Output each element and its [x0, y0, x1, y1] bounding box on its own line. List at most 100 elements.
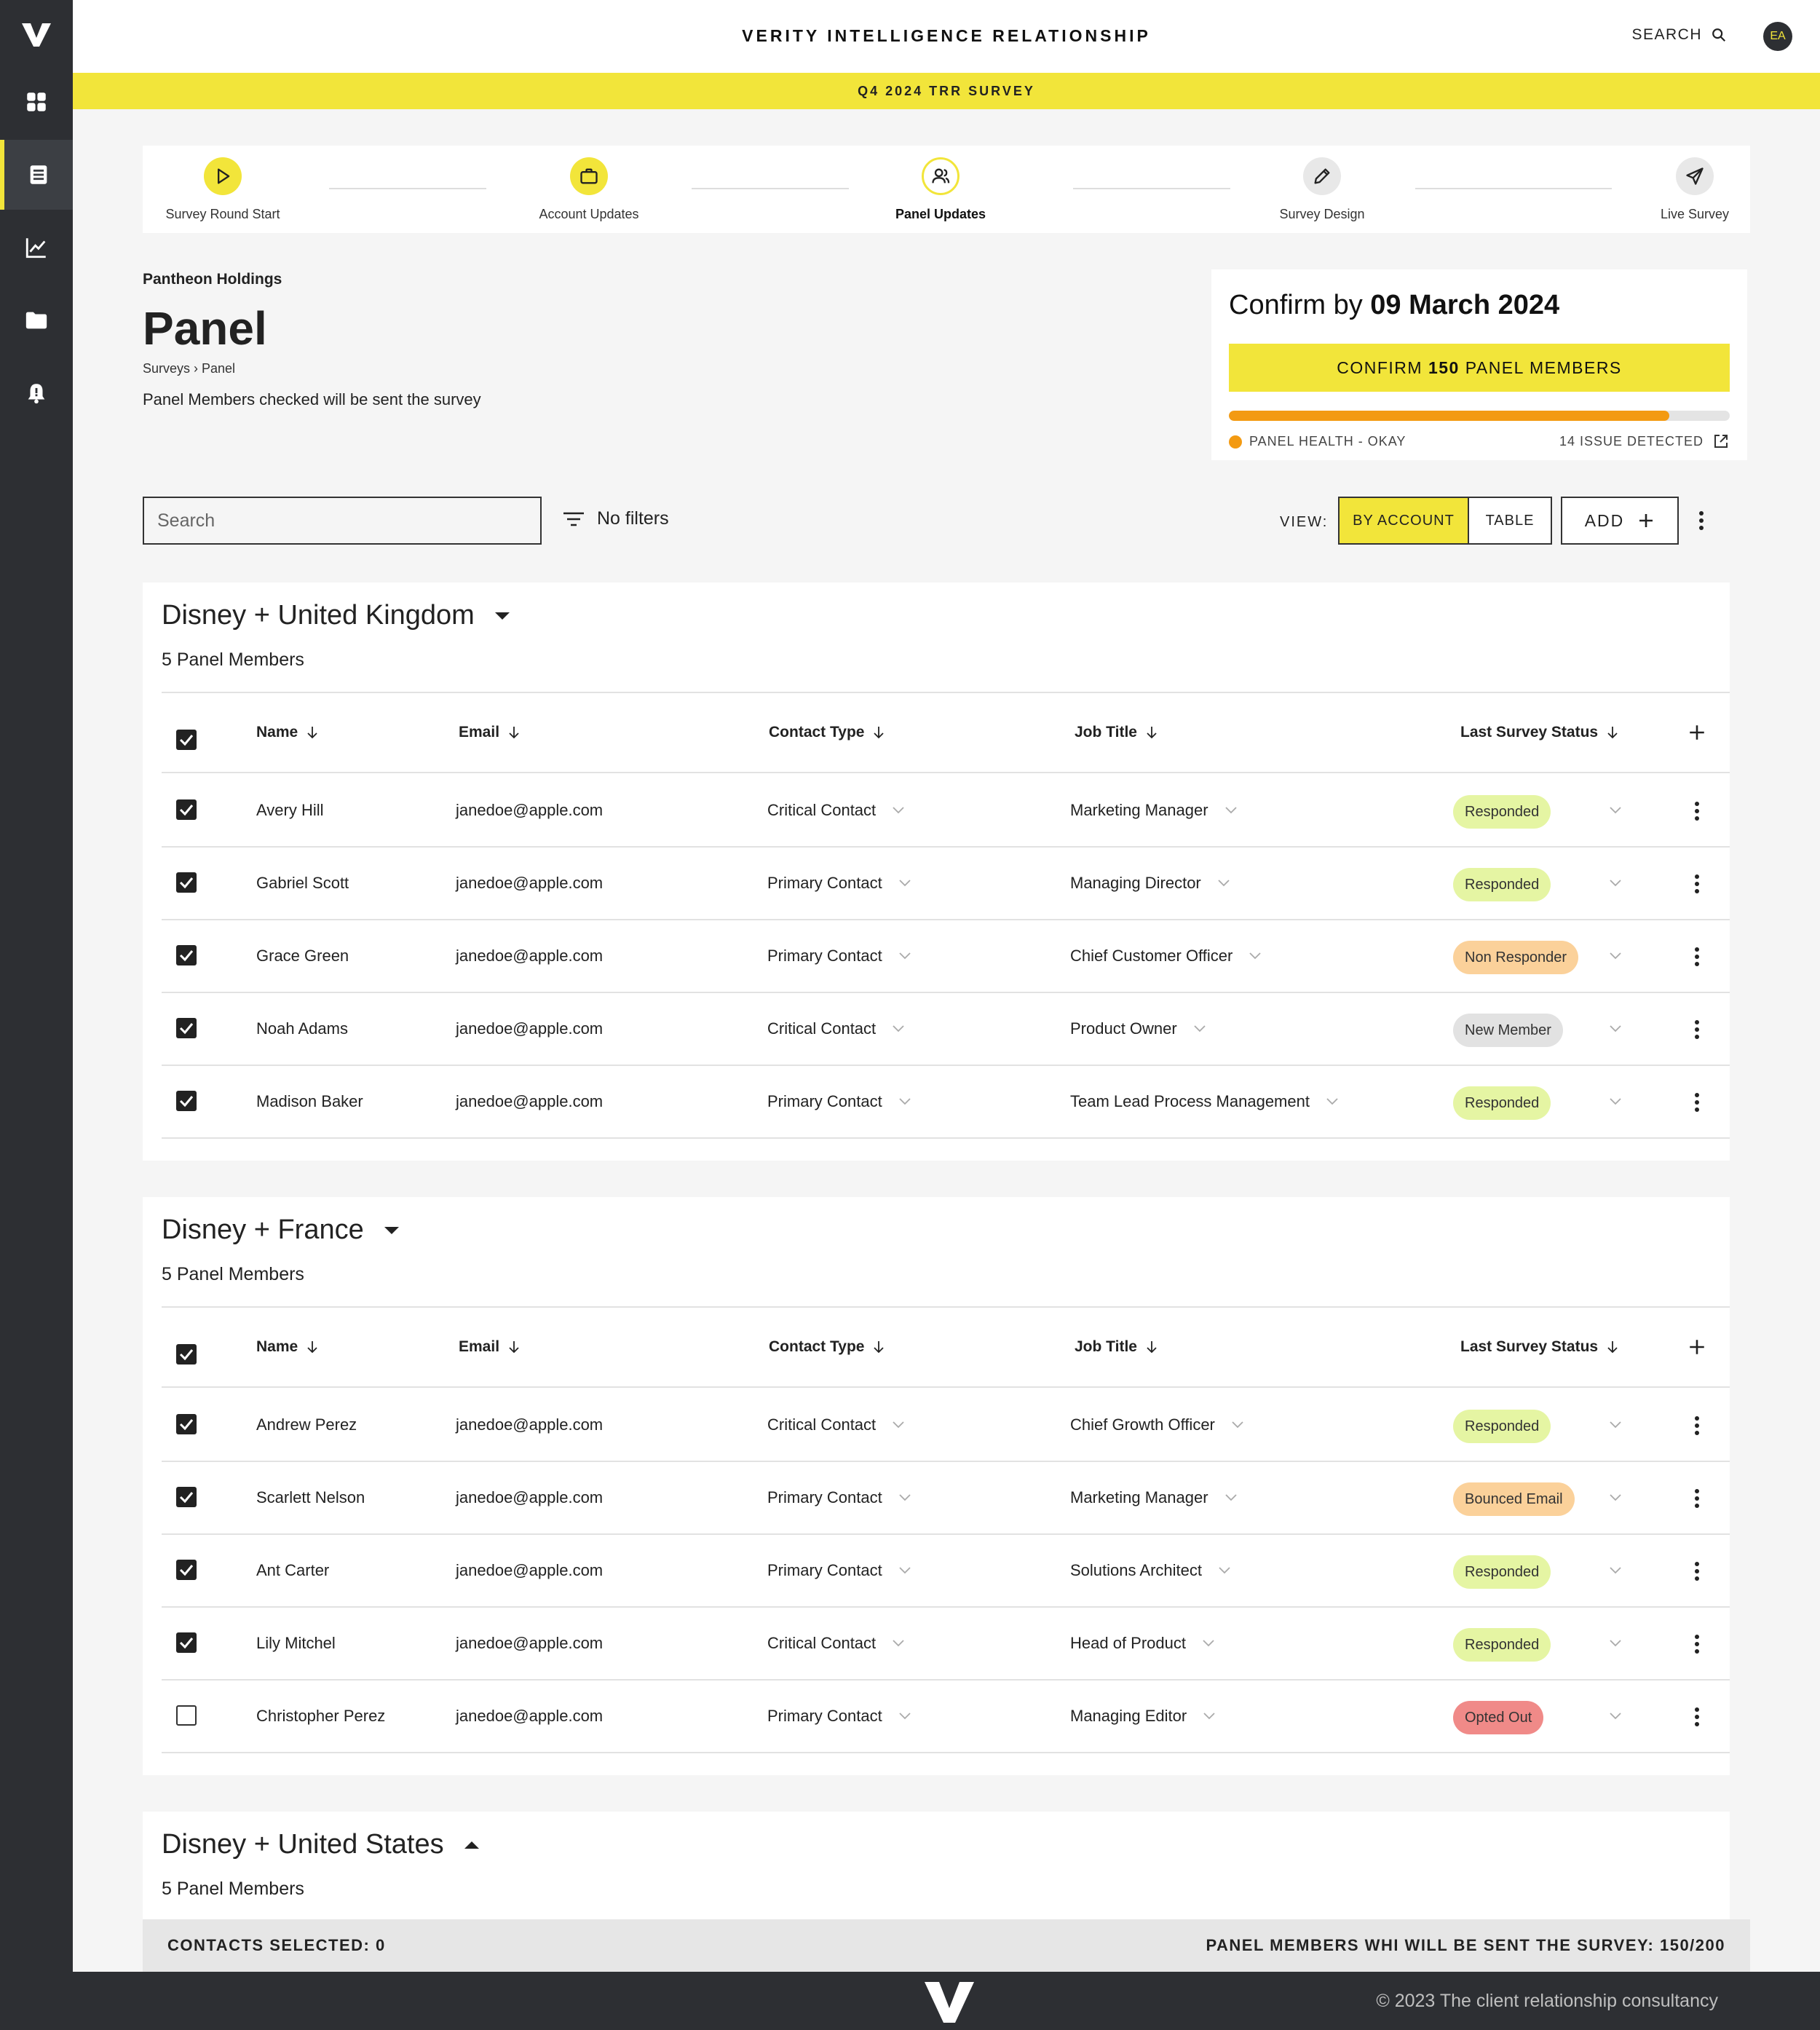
status-badge: Responded — [1453, 795, 1551, 829]
column-header-label: Contact Type — [769, 1338, 865, 1355]
add-column-button[interactable] — [1686, 1332, 1708, 1362]
row-checkbox[interactable] — [176, 1632, 197, 1653]
chevron-down-icon — [1232, 1421, 1243, 1429]
status-dropdown[interactable] — [1609, 1022, 1622, 1035]
sidebar-item-surveys[interactable] — [0, 140, 73, 210]
row-checkbox[interactable] — [176, 1487, 197, 1507]
row-actions-button[interactable] — [1686, 1484, 1708, 1513]
column-header[interactable]: Last Survey Status — [1460, 724, 1618, 741]
row-checkbox[interactable] — [176, 945, 197, 965]
job-title-select[interactable]: Managing Director — [1070, 874, 1230, 893]
status-dropdown[interactable] — [1609, 949, 1622, 963]
status-dropdown[interactable] — [1609, 804, 1622, 817]
column-header[interactable]: Email — [459, 724, 520, 741]
table-header: Name Email Contact Type Job Title Last Surve… — [162, 693, 1730, 773]
row-actions-button[interactable] — [1686, 942, 1708, 971]
select-all-checkbox[interactable] — [176, 1344, 197, 1364]
view-by-account-button[interactable]: BY ACCOUNT — [1338, 497, 1469, 545]
sidebar-item-files[interactable] — [0, 285, 73, 355]
column-header[interactable]: Contact Type — [769, 724, 885, 741]
more-vertical-icon — [1695, 947, 1699, 966]
contact-type-select[interactable]: Primary Contact — [767, 1092, 911, 1111]
status-dropdown[interactable] — [1609, 1418, 1622, 1431]
sidebar-item-notifications[interactable] — [0, 358, 73, 428]
job-title-select[interactable]: Marketing Manager — [1070, 801, 1238, 820]
select-all-checkbox[interactable] — [176, 730, 197, 750]
row-checkbox[interactable] — [176, 872, 197, 893]
contact-type-select[interactable]: Primary Contact — [767, 1707, 911, 1726]
filter-icon — [563, 512, 584, 526]
row-checkbox[interactable] — [176, 1091, 197, 1111]
row-actions-button[interactable] — [1686, 869, 1708, 899]
avatar[interactable]: EA — [1763, 22, 1792, 51]
status-dropdown[interactable] — [1609, 1491, 1622, 1504]
job-title-select[interactable]: Chief Customer Officer — [1070, 947, 1262, 965]
step-account-updates[interactable]: Account Updates — [509, 157, 669, 222]
contact-type-select[interactable]: Critical Contact — [767, 1634, 905, 1653]
step-live-survey[interactable]: Live Survey — [1615, 157, 1775, 222]
breadcrumb[interactable]: Surveys › Panel — [143, 361, 236, 376]
status-dropdown[interactable] — [1609, 1095, 1622, 1108]
step-survey-design[interactable]: Survey Design — [1242, 157, 1402, 222]
chevron-down-icon — [893, 1421, 904, 1429]
job-title-select[interactable]: Team Lead Process Management — [1070, 1092, 1339, 1111]
status-dropdown[interactable] — [1609, 1564, 1622, 1577]
column-header[interactable]: Job Title — [1075, 724, 1158, 741]
contact-type-select[interactable]: Critical Contact — [767, 801, 905, 820]
contact-type-select[interactable]: Primary Contact — [767, 1488, 911, 1507]
search-input[interactable] — [143, 497, 542, 545]
job-title-select[interactable]: Solutions Architect — [1070, 1561, 1231, 1580]
row-actions-button[interactable] — [1686, 1630, 1708, 1659]
status-badge: Non Responder — [1453, 941, 1579, 974]
contact-type-select[interactable]: Critical Contact — [767, 1415, 905, 1434]
row-checkbox[interactable] — [176, 1018, 197, 1038]
step-panel-updates[interactable]: Panel Updates — [860, 157, 1021, 222]
panel-health-status: PANEL HEALTH - OKAY — [1229, 434, 1406, 449]
add-button[interactable]: ADD — [1561, 497, 1679, 545]
row-checkbox[interactable] — [176, 1560, 197, 1580]
more-options-button[interactable] — [1690, 506, 1712, 535]
account-group-header[interactable]: Disney + United Kingdom — [162, 600, 511, 631]
logo-icon[interactable] — [20, 20, 52, 50]
row-actions-button[interactable] — [1686, 797, 1708, 826]
filter-button[interactable]: No filters — [562, 508, 669, 529]
column-header-label: Last Survey Status — [1460, 724, 1599, 740]
row-actions-button[interactable] — [1686, 1411, 1708, 1440]
row-checkbox[interactable] — [176, 1414, 197, 1434]
job-title-select[interactable]: Chief Growth Officer — [1070, 1415, 1244, 1434]
sidebar-item-dashboard[interactable] — [0, 67, 73, 137]
status-dropdown[interactable] — [1609, 877, 1622, 890]
column-header[interactable]: Contact Type — [769, 1338, 885, 1356]
job-title-select[interactable]: Product Owner — [1070, 1019, 1206, 1038]
contact-type-select[interactable]: Primary Contact — [767, 874, 911, 893]
status-dropdown[interactable] — [1609, 1710, 1622, 1723]
issues-link[interactable]: 14 ISSUE DETECTED — [1559, 433, 1730, 450]
row-actions-button[interactable] — [1686, 1557, 1708, 1586]
view-table-button[interactable]: TABLE — [1468, 497, 1552, 545]
sidebar-item-analytics[interactable] — [0, 213, 73, 283]
add-column-button[interactable] — [1686, 718, 1708, 747]
column-header[interactable]: Job Title — [1075, 1338, 1158, 1356]
column-header[interactable]: Last Survey Status — [1460, 1338, 1618, 1356]
row-actions-button[interactable] — [1686, 1702, 1708, 1731]
account-group-header[interactable]: Disney + United States — [162, 1829, 480, 1860]
status-dropdown[interactable] — [1609, 1637, 1622, 1650]
job-title-select[interactable]: Head of Product — [1070, 1634, 1215, 1653]
row-actions-button[interactable] — [1686, 1015, 1708, 1044]
job-title-select[interactable]: Marketing Manager — [1070, 1488, 1238, 1507]
global-search-button[interactable]: SEARCH — [1631, 26, 1727, 44]
job-title-select[interactable]: Managing Editor — [1070, 1707, 1216, 1726]
contact-type-select[interactable]: Primary Contact — [767, 1561, 911, 1580]
column-header[interactable]: Email — [459, 1338, 520, 1356]
column-header[interactable]: Name — [256, 724, 318, 741]
confirm-panel-button[interactable]: CONFIRM 150 PANEL MEMBERS — [1229, 344, 1730, 392]
row-checkbox[interactable] — [176, 1705, 197, 1726]
account-group-header[interactable]: Disney + France — [162, 1215, 400, 1246]
account-group: Disney + United Kingdom 5 Panel Members … — [143, 582, 1730, 1161]
contact-type-select[interactable]: Critical Contact — [767, 1019, 905, 1038]
column-header[interactable]: Name — [256, 1338, 318, 1356]
step-survey-round-start[interactable]: Survey Round Start — [143, 157, 303, 222]
contact-type-select[interactable]: Primary Contact — [767, 947, 911, 965]
row-checkbox[interactable] — [176, 799, 197, 820]
row-actions-button[interactable] — [1686, 1088, 1708, 1117]
